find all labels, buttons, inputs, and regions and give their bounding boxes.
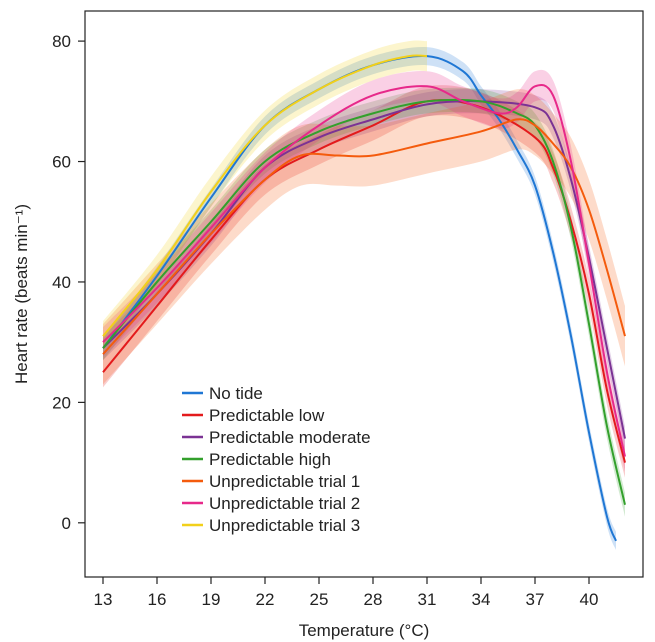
legend-label: Unpredictable trial 3 — [209, 516, 360, 535]
legend-label: Predictable low — [209, 406, 325, 425]
x-tick-label: 28 — [364, 590, 383, 609]
x-tick-label: 22 — [256, 590, 275, 609]
x-tick-label: 25 — [310, 590, 329, 609]
legend-label: Unpredictable trial 2 — [209, 494, 360, 513]
legend-label: Predictable moderate — [209, 428, 371, 447]
series-line-5 — [102, 118, 626, 355]
legend-label: No tide — [209, 384, 263, 403]
plot-frame — [84, 10, 644, 578]
x-tick-label: 13 — [94, 590, 113, 609]
confidence-band-7 — [103, 40, 427, 352]
series-line-7 — [102, 54, 428, 337]
x-tick-label: 37 — [526, 590, 545, 609]
y-tick-label: 80 — [52, 32, 71, 51]
series-line-1 — [102, 55, 617, 542]
x-tick-label: 16 — [148, 590, 167, 609]
legend-label: Predictable high — [209, 450, 331, 469]
y-tick-label: 0 — [62, 514, 71, 533]
x-axis-title: Temperature (°C) — [299, 621, 430, 640]
y-tick-label: 60 — [52, 153, 71, 172]
x-tick-label: 34 — [472, 590, 491, 609]
x-tick-label: 40 — [580, 590, 599, 609]
x-tick-label: 31 — [418, 590, 437, 609]
series-lines — [102, 54, 626, 542]
x-tick-label: 19 — [202, 590, 221, 609]
series-line-6 — [102, 83, 626, 457]
legend: No tide Predictable low Predictable modera… — [182, 384, 371, 535]
y-tick-label: 40 — [52, 273, 71, 292]
x-axis: 13 16 19 22 25 28 31 34 37 40 — [94, 577, 599, 609]
y-axis: 0 20 40 60 80 — [52, 32, 85, 533]
series-line-4 — [102, 98, 626, 505]
y-axis-title: Heart rate (beats min⁻¹) — [12, 204, 31, 384]
legend-label: Unpredictable trial 1 — [209, 472, 360, 491]
confidence-band-1 — [103, 46, 616, 550]
y-tick-label: 20 — [52, 393, 71, 412]
